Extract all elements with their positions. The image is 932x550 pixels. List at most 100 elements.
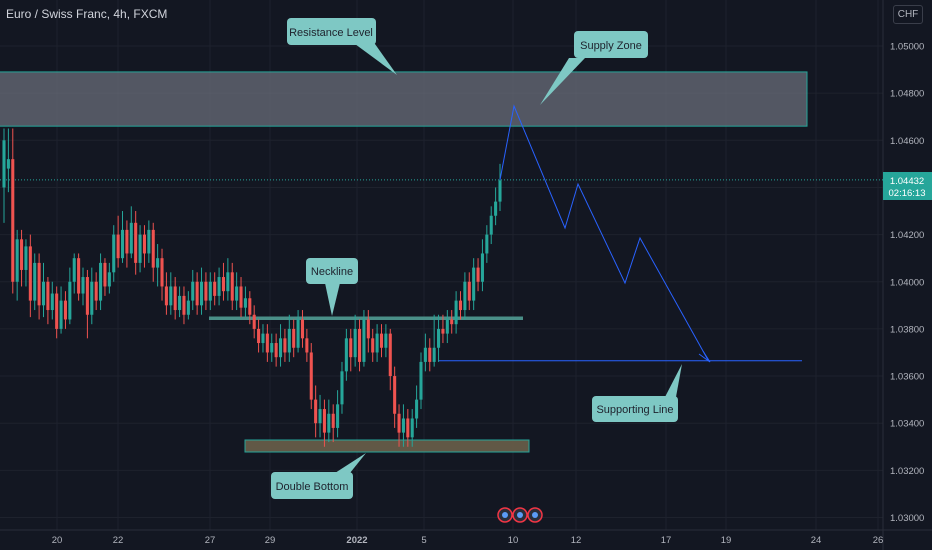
candle-body	[85, 277, 89, 315]
candle-body	[94, 281, 98, 301]
candle-body	[278, 338, 283, 358]
double-bottom-zone-rect[interactable]	[244, 439, 530, 453]
candle-body	[252, 314, 256, 329]
candle-body	[173, 286, 177, 311]
candle-body	[270, 343, 274, 353]
candle-body	[489, 215, 493, 235]
callout-double-bottom-text: Double Bottom	[276, 481, 349, 493]
economic-events-icons[interactable]	[497, 507, 543, 523]
candle-body	[2, 140, 6, 188]
callout-supply[interactable]: Supply Zone	[540, 31, 648, 105]
candle-body	[72, 258, 76, 282]
candle-body	[20, 239, 24, 270]
x-tick-label: 26	[873, 535, 884, 546]
callout-neckline[interactable]: Neckline	[306, 258, 358, 316]
candle-body	[81, 277, 85, 294]
y-tick-label: 1.03200	[890, 466, 924, 477]
candle-body	[437, 328, 441, 348]
candle-body	[213, 281, 217, 296]
x-tick-label: 2022	[346, 535, 367, 546]
candle-body	[235, 286, 239, 301]
candle-body	[199, 281, 204, 306]
candle-body	[68, 281, 72, 320]
callout-resistance[interactable]: Resistance Level	[287, 18, 397, 75]
candle-body	[169, 286, 173, 306]
candle-body	[248, 298, 252, 315]
callout-double-bottom[interactable]: Double Bottom	[271, 453, 366, 499]
candle-body	[454, 300, 458, 325]
candle-body	[327, 413, 331, 433]
candle-body	[463, 281, 467, 311]
candle-body	[112, 234, 116, 273]
y-tick-label: 1.03400	[890, 419, 924, 430]
y-tick-label: 1.03000	[890, 513, 924, 524]
callout-supporting-text: Supporting Line	[596, 404, 673, 416]
candle-body	[151, 229, 155, 268]
candle-body	[230, 272, 234, 301]
candle-body	[410, 418, 414, 438]
candle-body	[265, 333, 269, 353]
supply-zone-rect[interactable]	[0, 71, 808, 127]
x-tick-label: 17	[661, 535, 672, 546]
candle-body	[445, 319, 449, 334]
candle-body	[349, 338, 353, 358]
symbol-title[interactable]: Euro / Swiss Franc, 4h, FXCM	[6, 7, 168, 21]
candle-body	[243, 298, 247, 308]
candle-body	[6, 159, 10, 169]
candle-body	[164, 286, 168, 306]
candle-body	[147, 229, 151, 254]
y-tick-label: 1.04800	[890, 89, 924, 100]
candle-body	[63, 300, 67, 320]
candle-body	[24, 246, 28, 270]
candle-body	[204, 281, 208, 301]
price-axis: 1.050001.048001.046001.044001.042001.040…	[890, 42, 924, 525]
candle-body	[358, 328, 362, 362]
x-tick-label: 12	[571, 535, 582, 546]
time-axis: 20 22 27 29 2022 5 10 12 17 19 24 26	[52, 535, 884, 546]
candle-body	[428, 347, 432, 362]
candle-body	[182, 295, 186, 315]
candle-body	[432, 347, 436, 362]
candle-body	[300, 319, 305, 339]
candle-body	[129, 222, 133, 254]
candle-body	[116, 234, 120, 259]
candle-body	[120, 229, 125, 259]
candle-body	[309, 352, 313, 400]
candle-body	[388, 333, 392, 377]
x-tick-label: 19	[721, 535, 732, 546]
candle-body	[498, 180, 502, 202]
candle-body	[292, 328, 296, 348]
candle-body	[41, 281, 46, 306]
y-tick-label: 1.04600	[890, 136, 924, 147]
candle-body	[59, 300, 63, 329]
candle-body	[186, 300, 190, 315]
x-tick-label: 5	[421, 535, 426, 546]
projection-path[interactable]	[499, 104, 709, 361]
candle-body	[134, 222, 138, 263]
candle-body	[472, 267, 476, 301]
y-tick-label: 1.05000	[890, 42, 924, 53]
candle-body	[239, 286, 243, 308]
candle-body	[283, 338, 287, 353]
candle-body	[50, 293, 54, 311]
candle-body	[458, 300, 463, 311]
callout-supporting[interactable]: Supporting Line	[592, 364, 682, 422]
callout-supply-text: Supply Zone	[580, 40, 642, 52]
candle-body	[476, 267, 480, 282]
candle-body	[397, 413, 401, 433]
candle-body	[217, 277, 221, 296]
candle-body	[467, 281, 471, 301]
candle-body	[11, 159, 15, 282]
candle-body	[441, 328, 445, 334]
candle-body	[393, 376, 397, 414]
candle-body	[160, 258, 164, 287]
candle-body	[107, 272, 111, 287]
candle-body	[257, 328, 261, 344]
callout-neckline-text: Neckline	[311, 266, 353, 278]
candle-body	[406, 418, 410, 438]
candle-body	[142, 234, 146, 254]
currency-button[interactable]: CHF	[893, 5, 923, 24]
candle-body	[423, 347, 427, 362]
y-tick-label: 1.03800	[890, 324, 924, 335]
